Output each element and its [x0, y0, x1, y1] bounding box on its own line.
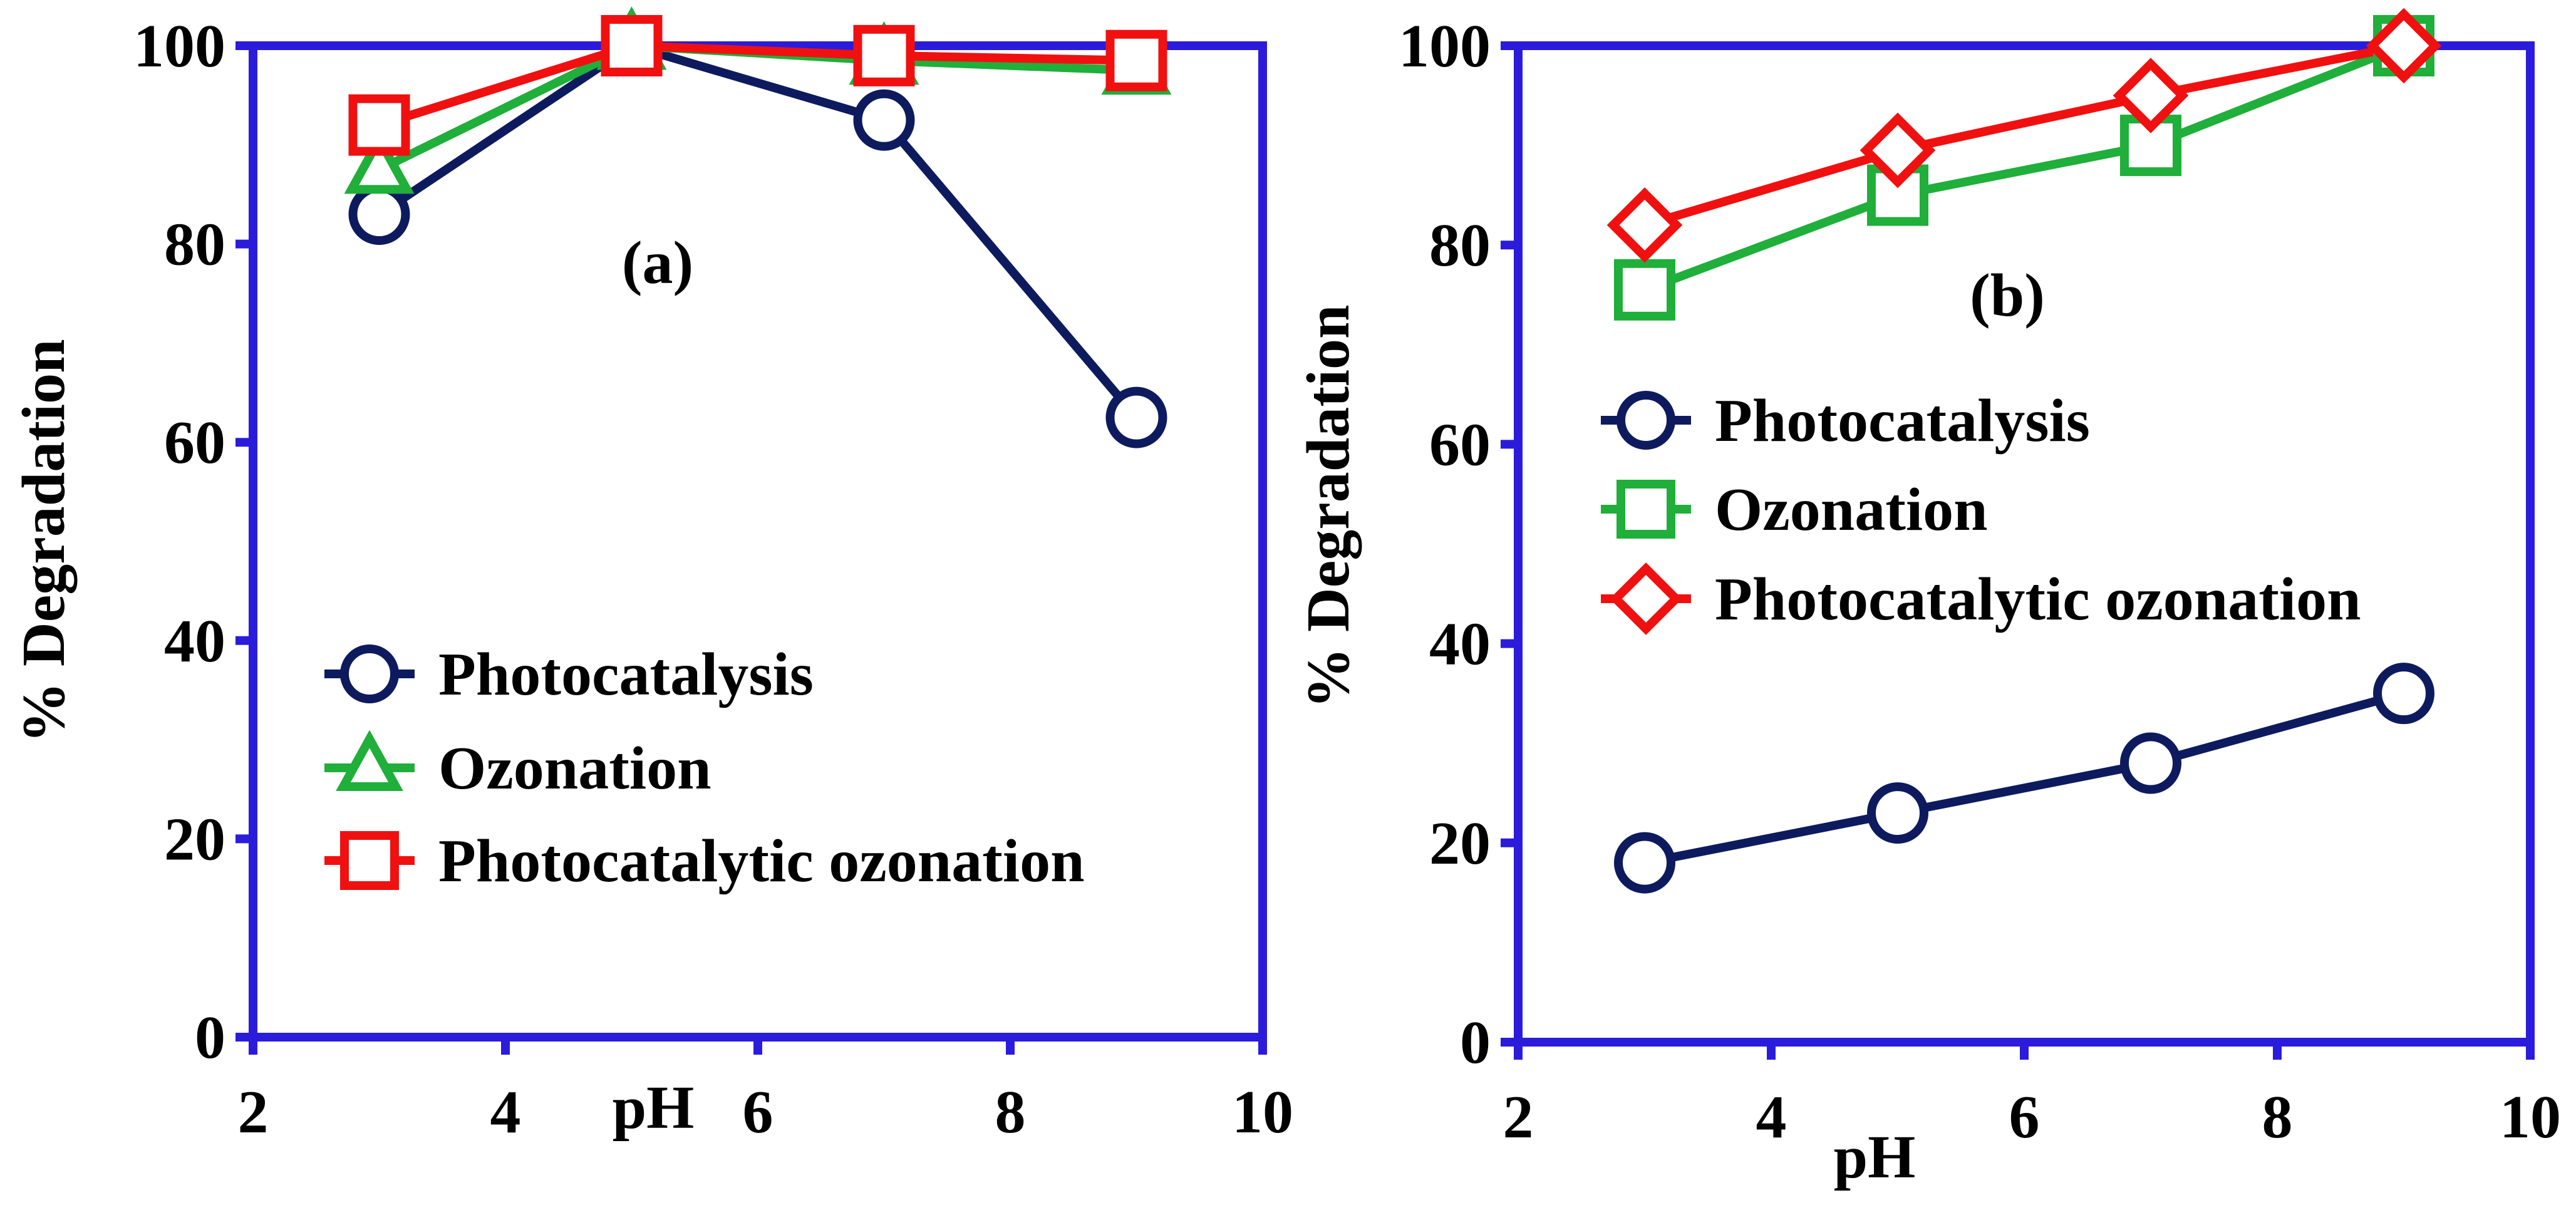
- x-tick-label: 4: [490, 1078, 521, 1146]
- data-point-square: [601, 15, 663, 76]
- x-tick-label: 4: [1756, 1083, 1787, 1151]
- legend-marker-diamond: [1610, 562, 1682, 635]
- data-point-triangle: [344, 130, 415, 194]
- data-point-diamond: [2366, 8, 2442, 84]
- x-tick-label: 8: [995, 1078, 1026, 1146]
- x-axis-title: pH: [613, 1074, 695, 1142]
- data-point-square: [348, 94, 410, 156]
- y-tick-label: 60: [164, 409, 225, 477]
- series-line-circle: [376, 41, 1140, 421]
- panel-label: (a): [622, 229, 693, 297]
- legend-label: Photocatalysis: [1715, 387, 2090, 455]
- legend-label: Photocatalysis: [438, 641, 814, 708]
- series-line-triangle: [377, 41, 1137, 174]
- y-axis-title: % Degradation: [10, 339, 78, 743]
- x-tick-label: 10: [2500, 1083, 2561, 1151]
- data-point-circle: [1614, 832, 1675, 894]
- data-point-circle: [1867, 782, 1928, 844]
- legend-marker-square: [1616, 480, 1675, 539]
- data-point-square: [853, 24, 915, 86]
- y-tick-label: 40: [1429, 611, 1491, 678]
- x-axis-title: pH: [1834, 1124, 1916, 1191]
- y-tick-label: 20: [1429, 810, 1491, 877]
- y-axis-title: % Degradation: [1295, 304, 1362, 708]
- data-point-circle: [853, 89, 915, 151]
- y-tick-label: 40: [164, 608, 225, 675]
- data-point-diamond: [1606, 187, 1683, 263]
- y-tick-label: 100: [1399, 13, 1491, 80]
- legend-label: Photocatalytic ozonation: [438, 827, 1085, 895]
- data-point-circle: [2373, 663, 2434, 725]
- y-tick-label: 100: [133, 13, 225, 80]
- legend-label: Ozonation: [438, 735, 711, 802]
- legend-marker-circle: [1616, 391, 1675, 450]
- y-tick-label: 20: [164, 805, 225, 873]
- data-point-square: [1614, 259, 1675, 321]
- y-tick-label: 0: [195, 1004, 225, 1072]
- x-tick-label: 10: [1232, 1078, 1293, 1146]
- data-point-circle: [348, 184, 410, 246]
- y-tick-label: 0: [1460, 1009, 1491, 1077]
- x-tick-label: 6: [743, 1078, 773, 1146]
- series-line-square: [378, 41, 1137, 130]
- x-tick-label: 8: [2262, 1083, 2293, 1151]
- data-point-diamond: [2113, 58, 2189, 133]
- series-line-diamond: [1643, 41, 2405, 230]
- y-tick-label: 80: [164, 211, 225, 279]
- legend-marker-triangle: [336, 730, 403, 791]
- chart-panel-b: 0 20 40 60 80 100 2 4 6 8 10 pH % Degradation (b) Phot…: [1295, 8, 2561, 1191]
- x-tick-label: 6: [2009, 1083, 2040, 1151]
- chart-panel-a: 0 20 40 60 80 100 2 4 6 8 10 pH % Degradation (a) Phot…: [10, 6, 1293, 1146]
- data-point-circle: [1105, 386, 1167, 448]
- x-tick-label: 2: [1503, 1083, 1534, 1151]
- data-point-square: [1105, 29, 1167, 91]
- plot-frame: [1514, 41, 2535, 1047]
- y-tick-label: 60: [1429, 411, 1491, 478]
- data-point-diamond: [1860, 112, 1936, 189]
- series-line-square: [1643, 41, 2406, 294]
- legend-marker-circle: [340, 644, 399, 703]
- legend-marker-square: [340, 831, 399, 890]
- series-line-circle: [1643, 689, 2405, 867]
- y-tick-label: 80: [1429, 212, 1491, 279]
- panel-label: (b): [1970, 262, 2045, 329]
- data-point-circle: [2120, 732, 2181, 794]
- x-tick-label: 2: [238, 1078, 269, 1146]
- legend-label: Photocatalytic ozonation: [1715, 566, 2361, 633]
- legend-label: Ozonation: [1715, 476, 1988, 544]
